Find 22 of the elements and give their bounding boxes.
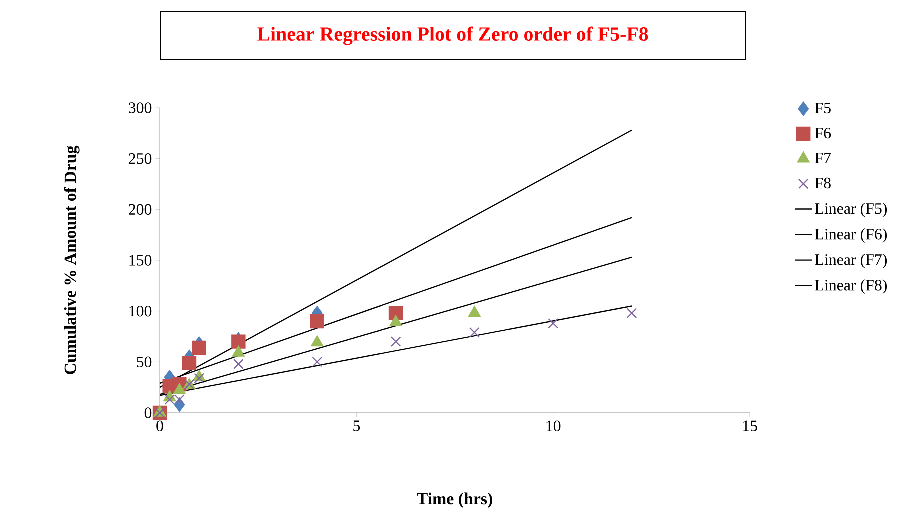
legend-label: F6: [815, 128, 832, 139]
x-tick-label: 5: [354, 420, 360, 432]
legend-label: Linear (F6): [815, 228, 888, 243]
legend-label: F5: [815, 103, 831, 114]
y-tick-label: 50: [137, 356, 152, 368]
x-tick-label: 15: [743, 420, 758, 432]
y-axis-title: Cumulative % Amount of Drug: [64, 146, 80, 374]
legend-label: F7: [815, 152, 832, 164]
x-axis-title: Time (hrs): [417, 492, 492, 508]
y-tick-label: 200: [129, 204, 152, 216]
legend-label: Linear (F5): [815, 202, 888, 218]
y-tick-label: 100: [130, 306, 152, 317]
x-tick-label: 10: [546, 420, 561, 432]
legend-label: Linear (F8): [815, 280, 888, 294]
chart-title: Linear Regression Plot of Zero order of F5-F8: [258, 26, 648, 46]
x-tick-label: 0: [156, 420, 164, 432]
y-tick-label: 0: [144, 408, 152, 418]
y-tick-label: 300: [129, 102, 152, 114]
legend-label: F8: [815, 178, 831, 189]
y-tick-label: 250: [129, 153, 152, 164]
y-tick-label: 150: [130, 255, 152, 266]
legend-label: Linear (F7): [815, 254, 888, 268]
